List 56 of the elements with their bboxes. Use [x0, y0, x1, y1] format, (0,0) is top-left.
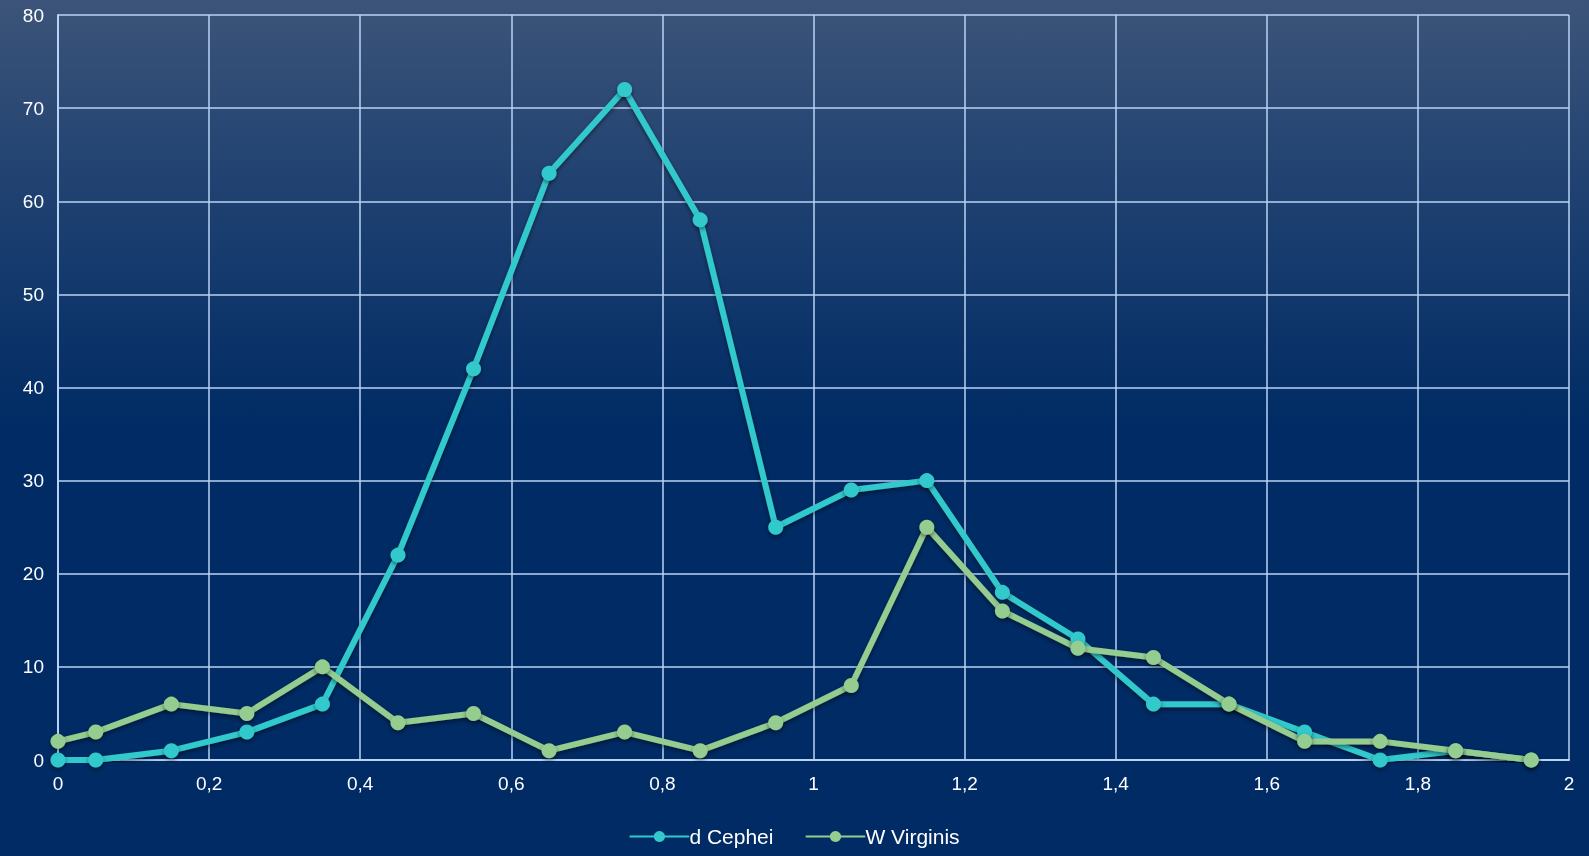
point	[541, 165, 557, 181]
y-tick-label: 50	[22, 283, 44, 305]
x-tick-label: 0	[52, 773, 64, 794]
point	[919, 473, 935, 489]
point	[1297, 733, 1313, 749]
x-tick-label: 1,2	[951, 773, 978, 794]
point	[1372, 752, 1388, 768]
point	[843, 482, 859, 498]
point	[88, 724, 104, 740]
point	[1145, 650, 1161, 666]
point	[163, 743, 179, 759]
point	[314, 659, 330, 675]
point	[466, 705, 482, 721]
x-tick-label: 0,2	[195, 773, 223, 794]
y-tick-label: 60	[22, 190, 44, 212]
point	[390, 715, 406, 731]
point	[390, 547, 406, 563]
point	[768, 715, 784, 731]
x-tick-label: 0,6	[498, 773, 525, 794]
x-tick-label: 1	[808, 773, 819, 794]
y-tick-label: 30	[22, 470, 44, 492]
legend-label: d Cephei	[689, 825, 774, 848]
y-tick-label: 70	[22, 97, 44, 119]
point	[239, 705, 255, 721]
y-tick-label: 80	[22, 4, 44, 26]
point	[843, 678, 859, 693]
point	[994, 584, 1010, 600]
point	[768, 519, 784, 535]
point	[50, 733, 66, 749]
point	[163, 696, 179, 712]
point	[1070, 640, 1086, 656]
y-tick-label: 20	[22, 563, 44, 585]
point	[692, 743, 708, 759]
point	[994, 603, 1010, 619]
point	[617, 82, 633, 97]
point	[50, 752, 66, 768]
point	[617, 724, 633, 740]
point	[692, 212, 708, 228]
point	[88, 752, 104, 768]
y-tick-label: 10	[22, 656, 44, 678]
point	[314, 696, 330, 712]
legend-label: W Virginis	[865, 825, 960, 848]
x-tick-label: 0,4	[346, 773, 374, 794]
point	[1372, 733, 1388, 749]
x-tick-label: 1,6	[1253, 773, 1281, 794]
point	[1145, 696, 1161, 712]
y-tick-label: 40	[22, 377, 44, 398]
x-tick-label: 1,4	[1102, 773, 1130, 794]
x-tick-label: 2	[1563, 773, 1575, 794]
point	[239, 724, 255, 740]
point	[466, 361, 482, 377]
x-tick-label: 1,8	[1404, 773, 1432, 794]
x-tick-label: 0,8	[649, 773, 676, 794]
point	[541, 743, 557, 759]
y-tick-label: 0	[33, 749, 44, 771]
point	[919, 519, 935, 535]
